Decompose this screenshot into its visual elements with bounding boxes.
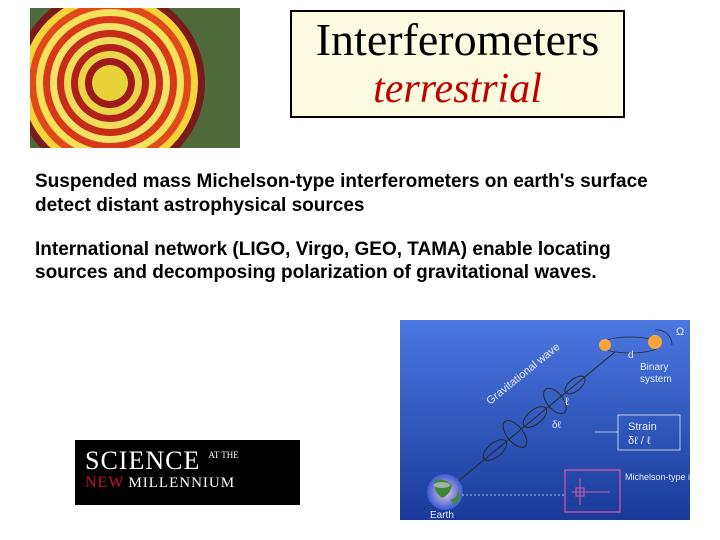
science-logo: SCIENCE AT THE NEW MILLENNIUM <box>75 440 300 505</box>
binary-label: Binary <box>640 362 668 373</box>
earth-label: Earth <box>430 510 454 520</box>
paragraph-1: Suspended mass Michelson-type interferom… <box>35 170 675 218</box>
l-label: ℓ <box>565 396 569 408</box>
slide-title: Interferometers <box>300 16 615 64</box>
gw-diagram: Ω d Binary system Gravitational wave ℓ δ… <box>400 320 690 520</box>
svg-text:δℓ / ℓ: δℓ / ℓ <box>628 435 651 447</box>
logo-at-the: AT THE <box>208 451 238 460</box>
logo-new: NEW <box>85 474 124 491</box>
earth-icon <box>427 474 463 510</box>
title-box: Interferometers terrestrial <box>290 10 625 118</box>
mich-label-1: Michelson-type interferometer <box>625 472 690 482</box>
dl-label: δℓ <box>552 420 562 431</box>
logo-millennium: MILLENNIUM <box>128 475 235 491</box>
logo-science: SCIENCE <box>85 446 200 475</box>
svg-text:d: d <box>628 350 634 361</box>
svg-text:Ω: Ω <box>676 326 684 338</box>
paragraph-2: International network (LIGO, Virgo, GEO,… <box>35 238 675 286</box>
svg-text:Strain: Strain <box>628 421 657 433</box>
body-text: Suspended mass Michelson-type interferom… <box>35 170 675 305</box>
binary-label-2: system <box>640 374 672 385</box>
slide-subtitle: terrestrial <box>300 66 615 112</box>
rings-artwork <box>30 8 240 148</box>
